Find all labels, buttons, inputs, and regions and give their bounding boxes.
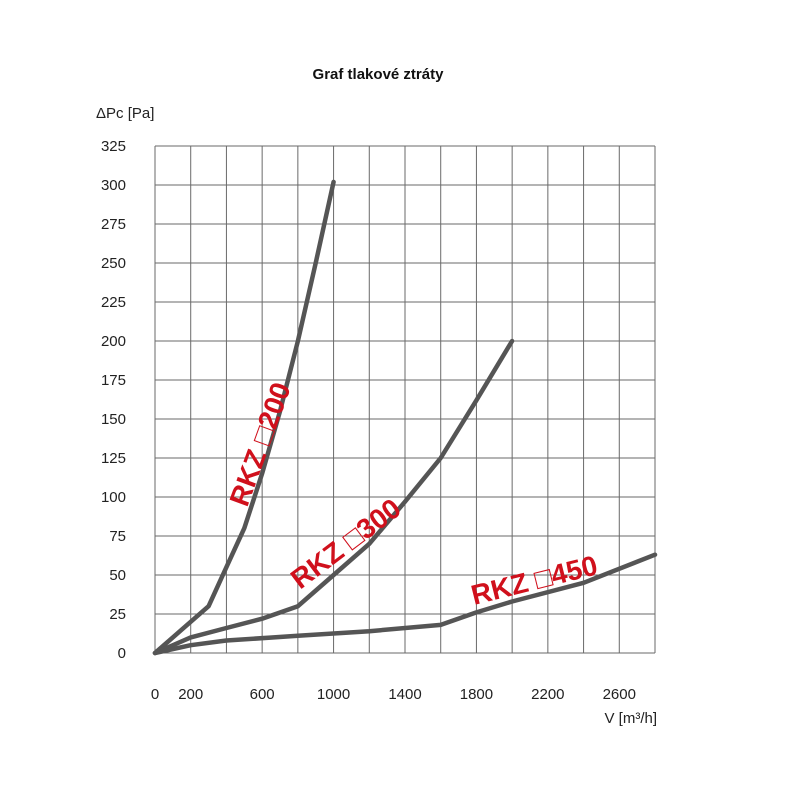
y-axis-ticks: 0 25 50 75 100 125 150 175 200 225 250 275 300 325 (101, 138, 126, 662)
y-tick-label: 250 (101, 255, 126, 272)
series-line-1 (152, 179, 336, 656)
y-tick-label: 275 (101, 216, 126, 233)
y-tick-label: 125 (101, 450, 126, 467)
x-tick-label: 1800 (460, 686, 493, 703)
x-tick-label: 2600 (603, 686, 636, 703)
x-tick-label: 2200 (531, 686, 564, 703)
x-tick-label: 200 (178, 686, 203, 703)
series-label-rkz200: RKZ □200 (224, 378, 297, 510)
x-tick-label: 1400 (388, 686, 421, 703)
series-line-2 (152, 338, 515, 656)
y-tick-label: 300 (101, 177, 126, 194)
series-line-3 (152, 552, 658, 656)
x-tick-label: 1000 (317, 686, 350, 703)
y-tick-label: 200 (101, 333, 126, 350)
y-tick-label: 175 (101, 372, 126, 389)
y-tick-label: 0 (118, 645, 126, 662)
y-tick-label: 325 (101, 138, 126, 155)
series-label-rkz450: RKZ □450 (468, 550, 601, 611)
grid (154, 145, 656, 654)
y-tick-label: 25 (109, 606, 126, 623)
series-curves (152, 179, 658, 656)
y-tick-label: 50 (109, 567, 126, 584)
y-tick-label: 100 (101, 489, 126, 506)
chart-title: Graf tlakové ztráty (313, 66, 445, 83)
x-tick-label: 600 (250, 686, 275, 703)
y-tick-label: 75 (109, 528, 126, 545)
y-axis-label: ΔPc [Pa] (96, 105, 154, 122)
x-tick-label: 0 (151, 686, 159, 703)
y-tick-label: 225 (101, 294, 126, 311)
y-tick-label: 150 (101, 411, 126, 428)
series-label-rkz300: RKZ □300 (285, 492, 407, 594)
x-axis-ticks: 0 200 600 1000 1400 1800 2200 2600 (151, 686, 636, 703)
x-axis-label: V [m³/h] (604, 710, 657, 727)
